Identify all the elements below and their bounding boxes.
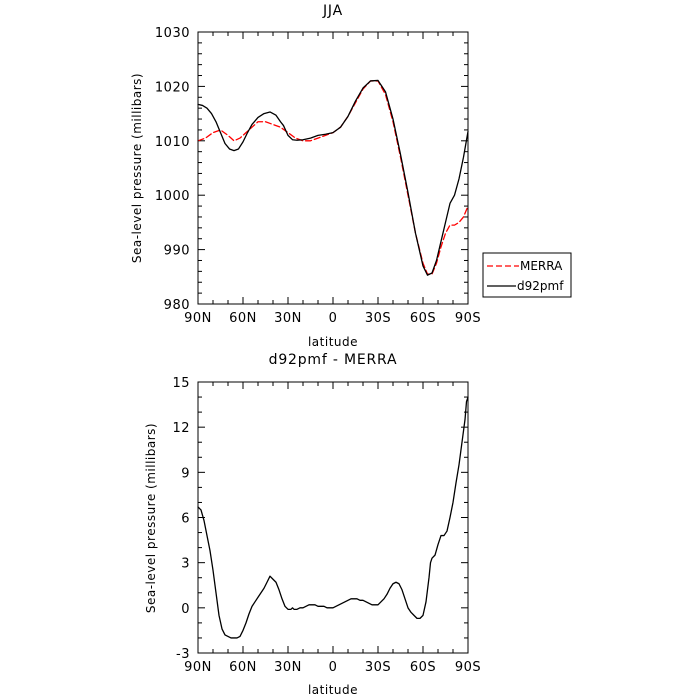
- p1-x-tick-labels: 90N 60N 30N 0 30S 60S 90S: [184, 311, 481, 326]
- p2-x-tick-label: 30S: [365, 660, 391, 675]
- p2-y-tick-label: -3: [176, 647, 190, 662]
- p1-x-tick-label: 60N: [229, 311, 257, 326]
- p1-y-tick-label: 1020: [155, 80, 190, 95]
- p2-y-axis-title: Sea-level pressure (millibars): [144, 423, 158, 613]
- p2-x-tick-labels: 90N 60N 30N 0 30S 60S 90S: [184, 660, 481, 675]
- p2-x-tick-label: 0: [329, 660, 338, 675]
- p2-y-tick-label: 6: [181, 512, 190, 527]
- p1-x-tick-label: 30N: [274, 311, 302, 326]
- p1-y-axis-title: Sea-level pressure (millibars): [130, 73, 144, 263]
- p1-y-tick-label: 1010: [155, 135, 190, 150]
- panel-title-difference: d92pmf - MERRA: [269, 352, 398, 368]
- p2-x-tick-label: 30N: [274, 660, 302, 675]
- p1-y-tick-label: 1000: [155, 189, 190, 204]
- legend-label-d92pmf: d92pmf: [517, 279, 564, 293]
- p2-x-axis-title: latitude: [308, 683, 358, 697]
- p1-series-line-d92pmf: [197, 79, 469, 276]
- p2-x-tick-label: 90N: [184, 660, 212, 675]
- p2-series-lines: [197, 396, 469, 639]
- p1-x-axis-title: latitude: [308, 335, 358, 349]
- p2-x-tick-label: 60N: [229, 660, 257, 675]
- p1-y-tick-label: 1030: [155, 26, 190, 41]
- p2-plot-frame: [197, 381, 469, 654]
- p1-x-tick-label: 60S: [410, 311, 436, 326]
- p1-y-tick-label: 980: [164, 298, 190, 313]
- p2-y-tick-label: 0: [181, 602, 190, 617]
- legend-label-merra: MERRA: [520, 259, 563, 273]
- p1-legend: MERRA d92pmf: [482, 252, 572, 298]
- p2-y-tick-label: 9: [181, 466, 190, 481]
- p1-x-tick-label: 90S: [455, 311, 481, 326]
- p2-y-tick-label: 3: [181, 557, 190, 572]
- p1-series-lines: [197, 79, 469, 276]
- p1-x-tick-label: 30S: [365, 311, 391, 326]
- p1-y-tick-labels: 980 990 1000 1010 1020 1030: [155, 26, 190, 313]
- p2-y-tick-label: 15: [172, 376, 190, 391]
- p2-x-tick-label: 90S: [455, 660, 481, 675]
- p1-x-tick-label: 0: [329, 311, 338, 326]
- p1-x-tick-label: 90N: [184, 311, 212, 326]
- p2-series-line-difference: [197, 396, 469, 639]
- p2-y-tick-label: 12: [172, 421, 190, 436]
- p1-y-tick-label: 990: [164, 244, 190, 259]
- panel-slp-jja: JJA 90N 60N 30N 0 30S 60S 90S 980 990 1000 1010 10…: [130, 3, 572, 349]
- legend-box: [482, 252, 572, 298]
- panel-title-jja: JJA: [322, 3, 343, 19]
- panel-slp-difference: d92pmf - MERRA 90N 60N 30N 0 30S 60S 90S -3 0 3 6…: [144, 352, 481, 697]
- p2-y-tick-labels: -3 0 3 6 9 12 15: [172, 376, 190, 662]
- p2-x-tick-label: 60S: [410, 660, 436, 675]
- p1-plot-frame: [197, 31, 469, 305]
